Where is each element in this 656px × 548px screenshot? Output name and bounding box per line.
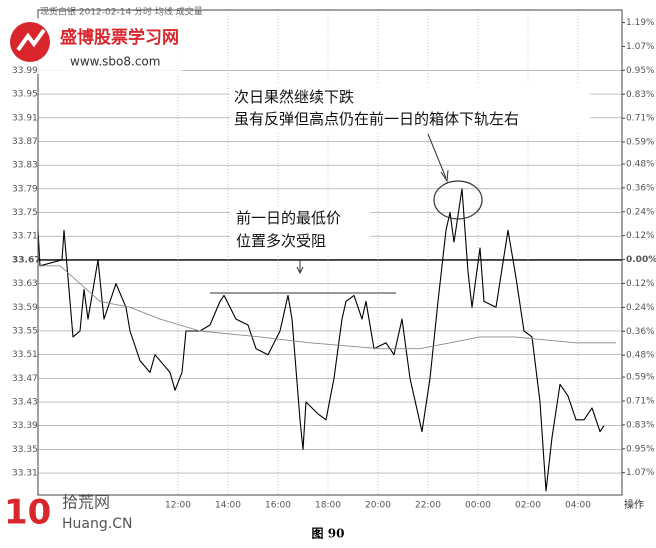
y2-tick-label: 0.48% (626, 159, 655, 169)
y2-tick-label: 0.59% (626, 373, 655, 383)
annotation-text: 次日果然继续下跌 (234, 88, 354, 106)
arrow-head (296, 266, 304, 275)
y-tick-label: 33.39 (12, 421, 38, 431)
price-line (37, 188, 605, 492)
y-tick-label: 33.31 (12, 469, 38, 479)
logo-title: 盛博股票学习网 (60, 27, 179, 48)
x-tick-label: 02:00 (515, 501, 541, 511)
y2-tick-label: 1.19% (626, 18, 655, 28)
annotation-arrow (427, 133, 447, 179)
y2-tick-label: 0.36% (626, 327, 655, 337)
y-tick-label: 33.51 (12, 350, 38, 360)
y2-tick-label: 1.07% (626, 468, 655, 478)
y-tick-label: 33.79 (12, 184, 38, 194)
y2-tick-label: 0.83% (626, 90, 655, 100)
highlight-ellipse (433, 180, 483, 220)
y2-tick-label: 0.71% (626, 114, 655, 124)
y-tick-label: 33.43 (12, 398, 38, 408)
logo-url: www.sbo8.com (70, 55, 160, 69)
corner-label: 操作 (624, 498, 644, 511)
annotation-text: 前一日的最低价 (236, 209, 341, 227)
y2-tick-label: 0.24% (626, 303, 655, 313)
y-tick-label: 33.59 (12, 303, 38, 313)
y-tick-label: 33.95 (12, 90, 38, 100)
plot-border (37, 9, 623, 496)
x-tick-label: 18:00 (315, 501, 341, 511)
y2-tick-label: 0.48% (626, 351, 655, 361)
y-tick-label: 33.35 (12, 445, 38, 455)
y2-tick-label: 0.12% (626, 279, 655, 289)
x-tick-label: 14:00 (215, 501, 241, 511)
y2-tick-label: 0.71% (626, 396, 655, 406)
y2-tick-label: 0.59% (626, 138, 655, 148)
grid (38, 10, 622, 495)
y2-tick-label: 0.83% (626, 420, 655, 430)
y-tick-label: 33.55 (12, 326, 38, 336)
y-tick-label: 33.87 (12, 137, 38, 147)
x-tick-label: 16:00 (265, 501, 291, 511)
y-tick-label: 33.67 (12, 255, 40, 265)
y2-tick-label: 0.95% (626, 66, 655, 76)
y-tick-label: 33.91 (12, 113, 38, 123)
y-tick-label: 33.63 (12, 279, 38, 289)
annotation-text: 虽有反弹但高点仍在前一日的箱体下轨左右 (234, 110, 519, 128)
y2-tick-label: 0.24% (626, 207, 655, 217)
badge-url: Huang.CN (62, 516, 132, 532)
y2-tick-label: 1.07% (626, 42, 655, 52)
x-tick-label: 22:00 (415, 501, 441, 511)
y2-tick-label: 0.95% (626, 444, 655, 454)
average-line (38, 265, 616, 350)
plot (37, 188, 616, 492)
y-tick-label: 33.99 (12, 66, 38, 76)
header: 现货白银 2012-02-14 分时 均线 成交量 (40, 6, 203, 18)
arrow-head (440, 169, 449, 183)
y-tick-label: 33.71 (12, 232, 38, 242)
annotation-text: 位置多次受阻 (236, 232, 326, 250)
logo-icon-mark (16, 28, 46, 52)
y2-tick-label: 0.36% (626, 183, 655, 193)
y-tick-label: 33.75 (12, 208, 38, 218)
x-tick-label: 00:00 (465, 501, 491, 511)
annotation-box (230, 84, 590, 132)
x-tick-label: 04:00 (565, 501, 591, 511)
badge-name: 拾荒网 (62, 493, 110, 512)
y-tick-label: 33.83 (12, 161, 38, 171)
y2-tick-label: 0.12% (626, 231, 655, 241)
x-tick-label: 20:00 (365, 501, 391, 511)
badge-backdrop (0, 496, 140, 526)
x-tick-label: 12:00 (165, 501, 191, 511)
caption: 图 90 (312, 527, 345, 541)
badge-number: 10 (4, 493, 51, 533)
annotation-box (230, 206, 370, 254)
y-tick-label: 33.47 (12, 374, 38, 384)
y2-tick-label: 0.00% (626, 255, 656, 265)
